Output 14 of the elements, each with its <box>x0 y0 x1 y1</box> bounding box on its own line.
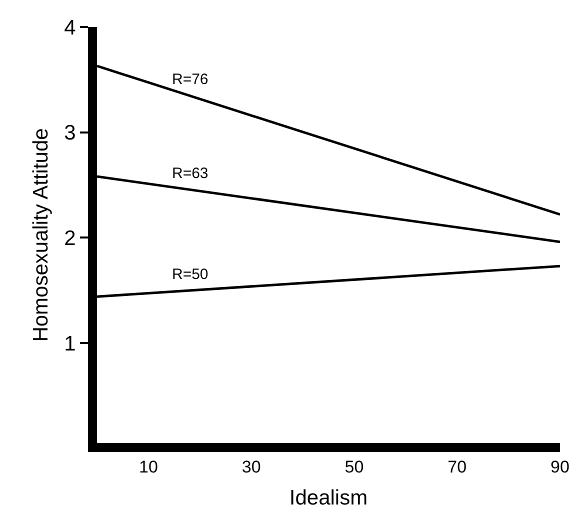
y-tick-label: 2 <box>64 226 76 250</box>
y-tick-label: 4 <box>64 16 76 40</box>
series-label: R=50 <box>172 266 208 283</box>
series-label: R=76 <box>172 71 208 88</box>
x-tick-label: 90 <box>550 457 570 476</box>
x-tick-label: 10 <box>138 457 158 476</box>
x-axis-title: Idealism <box>289 486 368 510</box>
x-tick-label: 30 <box>242 457 261 476</box>
y-tick-label: 3 <box>64 122 76 145</box>
x-tick-label: 70 <box>448 457 467 476</box>
series-label: R=63 <box>172 165 208 182</box>
y-axis-title: Homosexuality Attitude <box>29 128 52 342</box>
y-tick-label: 1 <box>64 332 76 356</box>
x-tick-label: 50 <box>344 457 364 476</box>
